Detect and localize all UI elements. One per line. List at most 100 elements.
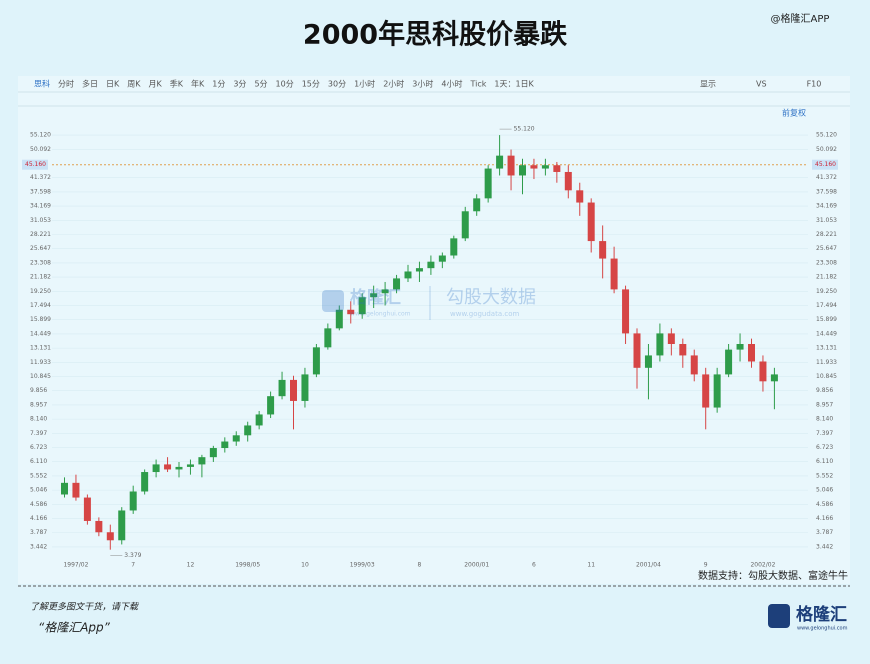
toolbar-item[interactable]: 3分 bbox=[233, 80, 246, 89]
candle-body bbox=[564, 171, 572, 191]
toolbar-item[interactable]: 月K bbox=[149, 80, 163, 89]
candle-body bbox=[164, 464, 172, 470]
y-tick-label: 19.250 bbox=[30, 288, 51, 295]
y-tick-label-right: 15.899 bbox=[816, 316, 837, 323]
candle-body bbox=[72, 482, 80, 498]
y-tick-label-right: 34.169 bbox=[816, 203, 837, 210]
toolbar-item[interactable]: 5分 bbox=[254, 80, 267, 89]
y-tick-label-right: 50.092 bbox=[816, 146, 837, 153]
y-tick-label-right: 55.120 bbox=[816, 132, 837, 139]
toolbar-item[interactable]: 季K bbox=[170, 79, 184, 89]
y-tick-label-right: 10.845 bbox=[816, 373, 837, 380]
toolbar-item[interactable]: 10分 bbox=[276, 80, 294, 89]
toolbar-item[interactable]: 多日 bbox=[82, 79, 98, 89]
y-tick-label: 4.166 bbox=[30, 515, 47, 522]
toolbar-right-item[interactable]: 显示 bbox=[700, 80, 716, 89]
y-tick-label: 3.442 bbox=[30, 543, 47, 550]
watermark: 格隆汇 www.gelonghui.com 勾股大数据 www.gogudata… bbox=[322, 286, 536, 320]
y-tick-label-right: 11.933 bbox=[816, 359, 837, 366]
candle-body bbox=[713, 374, 721, 408]
chart-panel bbox=[18, 76, 850, 584]
source: 数据支持：勾股大数据、富途牛牛 bbox=[698, 569, 848, 582]
candle-body bbox=[644, 355, 652, 368]
ref-label-box bbox=[22, 159, 48, 170]
toolbar-item[interactable]: 周K bbox=[127, 80, 141, 89]
watermark-url: www.gelonghui.com bbox=[350, 311, 411, 318]
candle-body bbox=[438, 255, 446, 262]
y-tick-label: 17.494 bbox=[30, 302, 51, 309]
toolbar-item[interactable]: 日K bbox=[106, 80, 120, 89]
candle-body bbox=[576, 190, 584, 203]
handle: @格隆汇APP bbox=[771, 12, 830, 25]
toolbar-item[interactable]: 15分 bbox=[302, 80, 320, 89]
candle-body bbox=[83, 497, 91, 521]
toolbar-item[interactable]: 4小时 bbox=[441, 79, 462, 89]
toolbar-item[interactable]: 思科 bbox=[34, 79, 50, 89]
footer-line2: “格隆汇App” bbox=[38, 621, 111, 635]
candle-body bbox=[175, 466, 183, 470]
toolbar-item[interactable]: 2小时 bbox=[383, 79, 404, 89]
toolbar-item[interactable]: 1分 bbox=[212, 80, 225, 89]
toolbar-item[interactable]: 分时 bbox=[58, 79, 74, 89]
toolbar-item[interactable]: 1小时 bbox=[354, 79, 375, 89]
ref-label: 45.160 bbox=[25, 161, 46, 168]
candle-body bbox=[244, 425, 252, 436]
candle-body bbox=[106, 532, 114, 541]
y-tick-label: 15.899 bbox=[30, 316, 51, 323]
candle-body bbox=[209, 448, 217, 458]
candle-body bbox=[301, 374, 309, 401]
y-tick-label-right: 21.182 bbox=[816, 274, 837, 281]
candle-body bbox=[152, 464, 160, 473]
y-tick-label-right: 8.140 bbox=[816, 416, 833, 423]
candle-body bbox=[393, 278, 401, 290]
candle-body bbox=[186, 464, 194, 467]
watermark-brand: 格隆汇 bbox=[350, 287, 401, 308]
candle-body bbox=[290, 379, 297, 401]
toolbar-item[interactable]: 30分 bbox=[328, 80, 346, 89]
candle-body bbox=[118, 510, 126, 541]
candle-body bbox=[541, 165, 549, 169]
y-tick-label-right: 25.647 bbox=[816, 245, 837, 252]
toolbar-right-item[interactable]: F10 bbox=[807, 80, 822, 89]
y-tick-label: 6.110 bbox=[30, 458, 47, 465]
candle-body bbox=[461, 211, 469, 239]
y-tick-label-right: 28.221 bbox=[816, 231, 837, 238]
x-tick-label: 2001/04 bbox=[636, 562, 661, 569]
toolbar-item[interactable]: 1天：1日K bbox=[494, 80, 534, 89]
toolbar-item[interactable]: 年K bbox=[191, 79, 205, 89]
y-tick-label-right: 9.856 bbox=[816, 387, 833, 394]
y-tick-label: 31.053 bbox=[30, 217, 51, 224]
x-tick-label: 2002/02 bbox=[750, 562, 775, 569]
candle-body bbox=[702, 374, 710, 408]
x-tick-label: 6 bbox=[532, 562, 536, 569]
candle-body bbox=[633, 333, 641, 368]
toolbar-right-item[interactable]: VS bbox=[756, 80, 767, 89]
x-tick-label: 9 bbox=[704, 562, 708, 569]
toolbar-item[interactable]: 3小时 bbox=[412, 79, 433, 89]
x-tick-label: 2000/01 bbox=[464, 562, 489, 569]
candle-body bbox=[748, 344, 755, 362]
y-tick-label-right: 19.250 bbox=[816, 288, 837, 295]
candle-body bbox=[370, 293, 378, 298]
y-tick-label-right: 7.397 bbox=[816, 430, 833, 437]
y-tick-label-right: 3.442 bbox=[816, 543, 833, 550]
x-tick-label: 1997/02 bbox=[63, 562, 88, 569]
y-tick-label: 37.598 bbox=[30, 188, 51, 195]
candle-body bbox=[267, 396, 275, 415]
y-tick-label-right: 23.308 bbox=[816, 259, 837, 266]
ref-label-box bbox=[812, 159, 838, 170]
adjust-button[interactable]: 前复权 bbox=[782, 108, 806, 118]
candle-body bbox=[129, 491, 137, 511]
toolbar-item[interactable]: Tick bbox=[469, 80, 486, 89]
candle-body bbox=[759, 361, 767, 382]
candle-body bbox=[679, 344, 687, 356]
candle-body bbox=[530, 165, 538, 169]
y-tick-label-right: 8.957 bbox=[816, 401, 833, 408]
toolbar: 思科 分时 多日 日K 周K 月K 季K 年K 1分 3分 5分 10分 15分 30分 1小时 2小时 3小时… bbox=[34, 79, 821, 89]
title: 2000年思科股价暴跌 bbox=[303, 19, 567, 51]
logo-text: 格隆汇 bbox=[796, 604, 847, 625]
candle-body bbox=[141, 472, 149, 492]
x-tick-label: 12 bbox=[187, 562, 195, 569]
